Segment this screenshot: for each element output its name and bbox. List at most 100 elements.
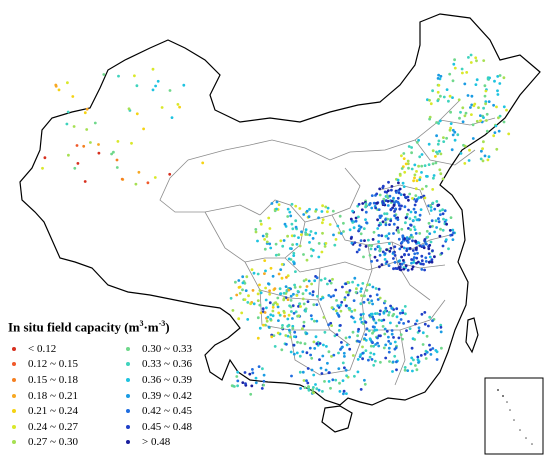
- site-dot: [304, 288, 308, 292]
- site-dot: [498, 82, 502, 85]
- site-dot: [376, 298, 380, 301]
- site-dot: [407, 320, 410, 323]
- site-dot: [387, 339, 391, 343]
- site-dot: [365, 289, 369, 292]
- site-dot: [405, 329, 408, 332]
- site-dot: [295, 242, 299, 246]
- site-dot: [349, 217, 353, 221]
- legend-swatch: [12, 409, 16, 414]
- site-dot: [385, 234, 389, 238]
- site-dot: [402, 185, 406, 189]
- site-dot: [350, 310, 354, 313]
- site-dot: [494, 124, 498, 128]
- site-dot: [292, 352, 296, 356]
- site-dot: [353, 320, 357, 324]
- site-dot: [288, 210, 292, 214]
- site-dot: [310, 254, 313, 258]
- province-line: [259, 199, 306, 259]
- site-dot: [423, 322, 427, 326]
- legend-item: 0.30 ~ 0.33: [126, 341, 192, 357]
- site-dot: [377, 240, 380, 244]
- site-dot: [399, 333, 403, 336]
- site-dot: [448, 128, 452, 132]
- site-dot: [353, 276, 357, 280]
- site-dot: [380, 263, 384, 266]
- site-dot: [383, 258, 387, 261]
- site-dot: [254, 376, 258, 380]
- site-dot: [279, 292, 283, 295]
- site-dot: [351, 316, 355, 320]
- site-dot: [236, 370, 240, 374]
- site-dot: [326, 361, 329, 365]
- site-dot: [368, 244, 371, 247]
- site-dot: [267, 325, 271, 329]
- site-dot: [328, 223, 332, 226]
- site-dot: [345, 343, 349, 347]
- site-dot: [435, 350, 439, 354]
- site-dot: [358, 243, 362, 247]
- site-dot: [357, 248, 361, 252]
- site-dot: [465, 71, 469, 74]
- site-dot: [168, 172, 172, 176]
- site-dot: [498, 114, 502, 118]
- site-dot: [474, 83, 478, 86]
- site-dot: [337, 351, 340, 355]
- site-dot: [410, 346, 414, 350]
- site-dot: [245, 275, 249, 279]
- site-dot: [374, 343, 377, 346]
- site-dot: [466, 94, 470, 97]
- site-dot: [290, 374, 293, 378]
- inset-islands: [497, 389, 533, 445]
- site-dot: [426, 98, 429, 102]
- site-dot: [388, 360, 391, 363]
- site-dot: [436, 99, 440, 103]
- site-dot: [392, 336, 395, 339]
- site-dot: [356, 358, 360, 361]
- site-dot: [359, 353, 363, 357]
- site-dot: [434, 155, 437, 158]
- site-dot: [367, 301, 371, 305]
- site-dot: [413, 176, 416, 180]
- site-dot: [246, 318, 250, 321]
- site-dot: [345, 290, 348, 294]
- site-dot: [399, 268, 403, 272]
- site-dot: [361, 351, 365, 355]
- site-dot: [477, 106, 480, 109]
- site-dot: [272, 334, 276, 337]
- site-dot: [359, 290, 363, 293]
- site-dot: [484, 89, 488, 93]
- site-dot: [269, 313, 273, 317]
- site-dot: [278, 287, 282, 291]
- site-dot: [337, 315, 341, 318]
- site-dot: [360, 208, 364, 212]
- site-dot: [282, 297, 286, 300]
- site-dot: [368, 202, 372, 205]
- site-dot: [414, 211, 417, 214]
- site-dot: [467, 159, 471, 162]
- site-dot: [292, 292, 295, 296]
- site-dot: [246, 301, 250, 304]
- site-dot: [265, 232, 268, 236]
- site-dot: [326, 210, 329, 214]
- province-line: [379, 184, 431, 216]
- legend-item: 0.15 ~ 0.18: [12, 372, 78, 388]
- site-dot: [363, 239, 366, 243]
- site-dot: [250, 268, 254, 271]
- site-dot: [381, 201, 385, 205]
- site-dot: [418, 232, 422, 235]
- site-dot: [384, 221, 388, 225]
- site-dot: [289, 350, 293, 354]
- site-dot: [57, 88, 61, 92]
- site-dot: [389, 246, 393, 250]
- site-dot: [448, 229, 452, 232]
- site-dot: [412, 207, 416, 211]
- site-dot: [331, 209, 335, 213]
- site-dot: [135, 112, 139, 116]
- site-dot: [470, 103, 474, 107]
- site-dot: [410, 167, 414, 171]
- site-dot: [467, 56, 470, 59]
- site-dot: [367, 329, 371, 333]
- site-dot: [348, 347, 352, 351]
- site-dot: [371, 238, 375, 241]
- site-dot: [238, 291, 242, 295]
